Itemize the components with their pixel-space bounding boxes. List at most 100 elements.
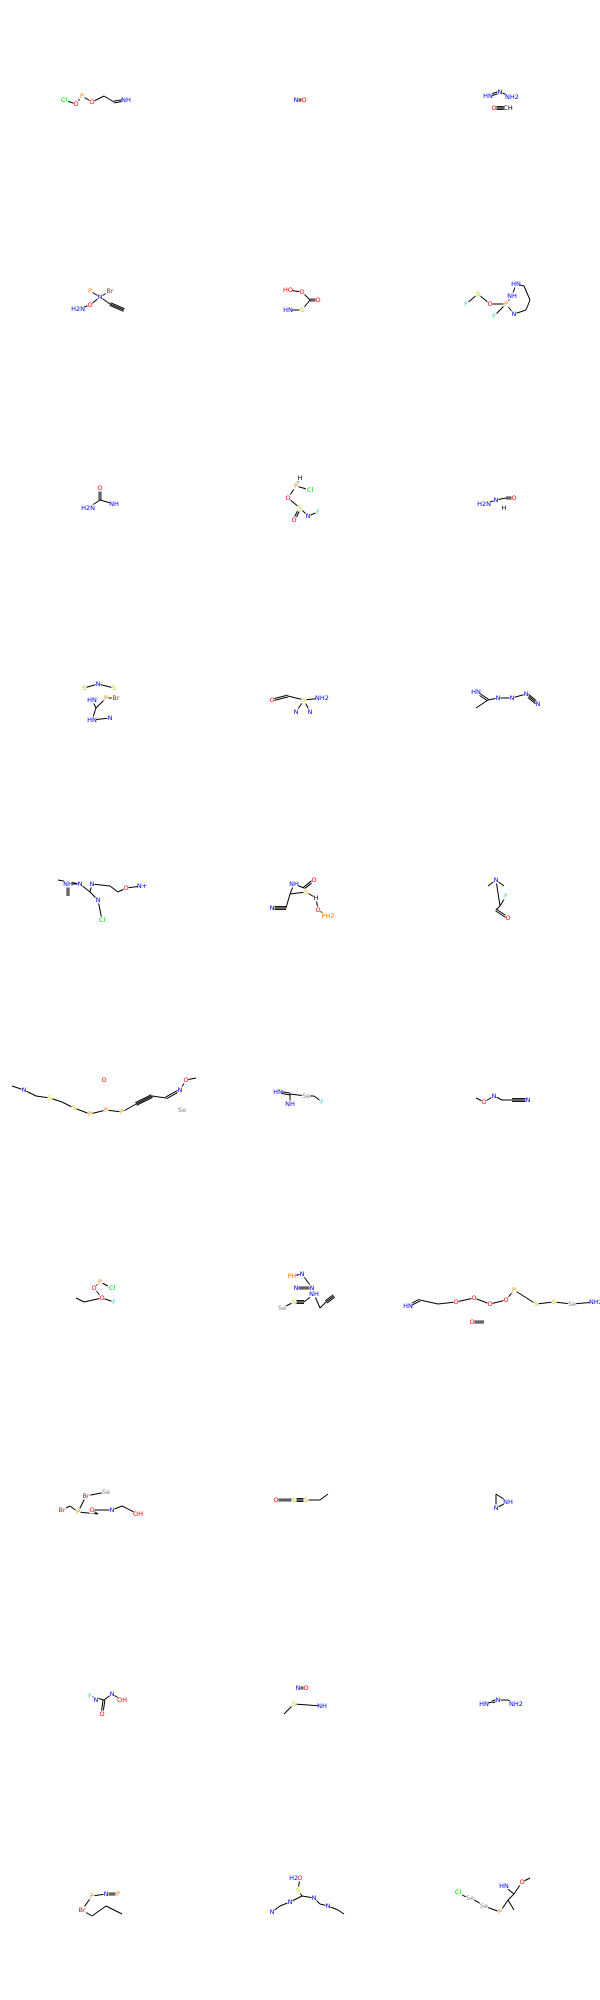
atom-label: F <box>464 300 468 308</box>
atom-label-background <box>301 696 307 704</box>
atom-label-background <box>479 1700 489 1708</box>
atom-label: N <box>312 1894 317 1902</box>
mol-22: Br P OBr SeN OH <box>57 1488 143 1518</box>
atom-label-background <box>111 694 121 702</box>
atom-label: O <box>99 1710 104 1718</box>
atom-label-background <box>77 1906 87 1914</box>
atom-label-background <box>117 1696 127 1704</box>
atom-label-background <box>277 1304 287 1312</box>
atom-label: CH <box>503 104 513 112</box>
atom-label-background <box>303 1684 309 1692</box>
mol-9: H2N NHO <box>477 494 517 512</box>
atom-label-background <box>109 500 119 508</box>
atom-label: N <box>94 1696 99 1704</box>
atom-label-background <box>89 880 95 888</box>
atom-label-background <box>567 1300 577 1308</box>
mol-26: N OS NH <box>283 1684 327 1715</box>
atom-label-background <box>183 1076 189 1084</box>
mol-7: O H2N NH <box>81 484 119 512</box>
atom-label-background <box>57 1506 67 1514</box>
atom-label-background <box>81 504 95 512</box>
atom-label: HN <box>403 1302 413 1310</box>
atom-label-background <box>63 880 73 888</box>
atom-label-background <box>295 1684 301 1692</box>
atom-label-background <box>505 914 511 922</box>
atom-label-background <box>111 684 117 692</box>
atom-label: N <box>308 708 313 716</box>
atom-label: NH <box>285 1100 295 1108</box>
atom-label: Br <box>112 694 119 702</box>
atom-label: HN <box>499 1882 509 1890</box>
atom-label-background <box>475 290 481 298</box>
atom-label: O <box>73 100 78 108</box>
atom-label-background <box>535 700 541 708</box>
atom-label: HN <box>87 716 97 724</box>
atom-label: O <box>101 1076 106 1084</box>
atom-label: S <box>300 306 304 314</box>
bond <box>535 1301 555 1305</box>
atom-label: P <box>104 1106 108 1114</box>
atom-label-background <box>509 1700 523 1708</box>
atom-label: F <box>492 312 496 320</box>
atom-label: Br <box>82 1492 89 1500</box>
atom-label-background <box>89 1506 95 1514</box>
atom-label: O <box>297 1874 302 1882</box>
atom-label: N <box>288 1898 293 1906</box>
bond <box>91 883 111 887</box>
atom-label-background <box>319 1098 325 1106</box>
bond <box>151 1095 167 1099</box>
atom-label-background <box>299 306 305 314</box>
atom-label-background <box>309 1290 319 1298</box>
bond <box>91 1905 107 1917</box>
bond <box>495 879 501 907</box>
atom-label: S <box>292 1700 296 1708</box>
atom-label-background <box>47 1094 53 1102</box>
atom-label-background <box>283 286 293 294</box>
atom-label: O <box>491 104 496 112</box>
bond <box>135 1094 152 1104</box>
atom-label-background <box>493 1504 499 1512</box>
atom-label: S <box>298 504 302 512</box>
atom-label-background <box>497 88 503 96</box>
atom-label-background <box>487 1300 493 1308</box>
bond <box>507 1893 515 1901</box>
atom-label: S <box>292 1298 296 1306</box>
atom-label: F <box>504 892 508 900</box>
atom-label-background <box>87 287 93 295</box>
bond <box>83 1297 103 1303</box>
atom-label: N <box>178 1086 183 1094</box>
atom-label: O <box>315 296 320 304</box>
atom-label-background <box>295 1886 301 1894</box>
bond <box>89 1109 107 1115</box>
atom-label: Br <box>78 1906 85 1914</box>
atom-label: S <box>112 684 116 692</box>
atom-label: P <box>116 1890 120 1898</box>
atom-label-background <box>511 310 517 318</box>
atom-label-background <box>503 892 509 900</box>
atom-label: O <box>123 884 128 892</box>
atom-label: Se <box>302 1092 310 1100</box>
atom-label-background <box>87 696 97 704</box>
bond <box>105 1109 123 1113</box>
atom-label: O <box>291 516 296 524</box>
atom-label-background <box>177 1086 183 1094</box>
atom-label-background <box>291 1496 297 1504</box>
atom-label: HN <box>479 1700 489 1708</box>
atom-label-background <box>87 301 93 309</box>
atom-label: N <box>294 1284 299 1292</box>
bond <box>73 1107 91 1115</box>
mol-8: HP Cl OSO N F <box>285 474 321 524</box>
atom-label: P <box>498 1908 502 1916</box>
bond <box>473 1297 491 1305</box>
atom-label-background <box>109 1506 115 1514</box>
atom-label-background <box>511 1286 517 1294</box>
bond <box>97 683 115 689</box>
atom-label-background <box>505 93 519 101</box>
atom-label-background <box>93 1696 99 1704</box>
bond <box>105 1905 123 1915</box>
